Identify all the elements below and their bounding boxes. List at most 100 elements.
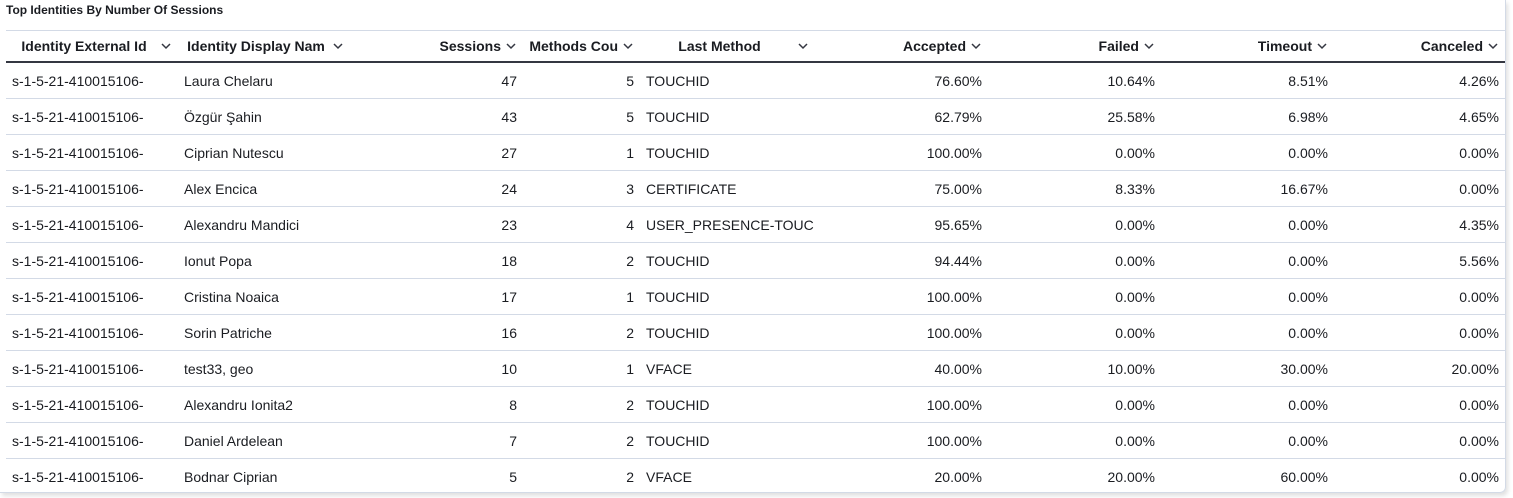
table-cell: 7 [350,422,523,459]
sort-icon[interactable] [622,40,634,52]
table-row: s-1-5-21-410015106- Özgür Şahin 43 5 TOUCHID… [6,98,1505,135]
table-cell: 0.00% [1334,134,1505,171]
table-cell: s-1-5-21-410015106- [6,458,178,492]
table-row: s-1-5-21-410015106- Alexandru Mandici 23 4 U… [6,206,1505,243]
table-cell: 20.00% [1334,350,1505,387]
column-title: Sessions [439,38,501,54]
table-cell: s-1-5-21-410015106- [6,62,178,99]
column-header[interactable]: Methods Cou [523,30,640,63]
table-row: s-1-5-21-410015106- Bodnar Ciprian 5 2 VFACE… [6,458,1505,492]
sort-icon[interactable] [332,40,344,52]
header-row: Identity External Id Identity Display Nam… [6,30,1505,63]
table-cell: 100.00% [815,134,988,171]
column-title: Timeout [1257,38,1312,54]
table-cell: 95.65% [815,206,988,243]
table-cell: s-1-5-21-410015106- [6,242,178,279]
table-cell: 0.00% [1161,314,1334,351]
column-header[interactable]: Timeout [1161,30,1334,63]
table-cell: 43 [350,98,523,135]
sort-icon[interactable] [160,40,172,52]
table-cell: CERTIFICATE [640,170,815,207]
table-cell: 20.00% [988,458,1161,492]
table-cell: 4.35% [1334,206,1505,243]
column-header[interactable]: Identity External Id [6,30,178,63]
table-cell: 0.00% [1334,422,1505,459]
table-cell: Daniel Ardelean [178,422,350,459]
table-cell: 8 [350,386,523,423]
table-cell: TOUCHID [640,314,815,351]
table-cell: 17 [350,278,523,315]
table-cell: 0.00% [988,422,1161,459]
table-cell: VFACE [640,458,815,492]
column-title: Canceled [1420,38,1483,54]
table-cell: Alexandru Ionita2 [178,386,350,423]
table-cell: Ionut Popa [178,242,350,279]
column-title: Identity Display Nam [187,38,325,54]
column-header[interactable]: Failed [988,30,1161,63]
table-cell: test33, geo [178,350,350,387]
table-cell: 2 [523,458,640,492]
table-row: s-1-5-21-410015106- Ionut Popa 18 2 TOUCHID 9… [6,242,1505,279]
column-header[interactable]: Identity Display Nam [178,30,350,63]
sort-icon[interactable] [970,40,982,52]
table-cell: s-1-5-21-410015106- [6,350,178,387]
table-row: s-1-5-21-410015106- Alexandru Ionita2 8 2 TO… [6,386,1505,423]
column-header[interactable]: Sessions [350,30,523,63]
table-cell: 3 [523,170,640,207]
sort-icon[interactable] [1143,40,1155,52]
table-row: s-1-5-21-410015106- Cristina Noaica 17 1 TOU… [6,278,1505,315]
table-row: s-1-5-21-410015106- Daniel Ardelean 7 2 TOUC… [6,422,1505,459]
column-title: Identity External Id [21,38,147,54]
table-cell: 94.44% [815,242,988,279]
sort-icon[interactable] [1487,40,1499,52]
table-cell: s-1-5-21-410015106- [6,206,178,243]
table-body: s-1-5-21-410015106- Laura Chelaru 47 5 TOUCH… [6,62,1505,492]
column-header[interactable]: Last Method [640,30,815,63]
table-cell: 16.67% [1161,170,1334,207]
column-title: Last Method [678,38,761,54]
table-cell: 0.00% [988,134,1161,171]
column-title: Methods Cou [529,38,618,54]
table-cell: 5 [523,62,640,99]
table-cell: 2 [523,386,640,423]
table-cell: 16 [350,314,523,351]
column-title: Failed [1098,38,1139,54]
table-cell: 0.00% [988,386,1161,423]
table-cell: 0.00% [1334,386,1505,423]
table-cell: Laura Chelaru [178,62,350,99]
table-cell: 0.00% [1161,386,1334,423]
table-cell: 0.00% [1334,458,1505,492]
table-cell: 30.00% [1161,350,1334,387]
table-cell: Alex Encica [178,170,350,207]
table-cell: 100.00% [815,314,988,351]
table-cell: s-1-5-21-410015106- [6,386,178,423]
table-cell: Alexandru Mandici [178,206,350,243]
sort-icon[interactable] [505,40,517,52]
table-row: s-1-5-21-410015106- Sorin Patriche 16 2 TOUC… [6,314,1505,351]
sort-icon[interactable] [797,40,809,52]
table-cell: 0.00% [1161,278,1334,315]
column-header[interactable]: Canceled [1334,30,1505,63]
table-cell: Bodnar Ciprian [178,458,350,492]
table-cell: 0.00% [1161,206,1334,243]
table-cell: Özgür Şahin [178,98,350,135]
table-cell: 10.00% [988,350,1161,387]
table-cell: 10 [350,350,523,387]
table-cell: s-1-5-21-410015106- [6,422,178,459]
table-cell: 20.00% [815,458,988,492]
table-cell: 62.79% [815,98,988,135]
table-cell: 0.00% [1161,242,1334,279]
table-cell: 8.33% [988,170,1161,207]
table-cell: 25.58% [988,98,1161,135]
table-row: s-1-5-21-410015106- Laura Chelaru 47 5 TOUCH… [6,62,1505,99]
table-cell: 100.00% [815,386,988,423]
sort-icon[interactable] [1316,40,1328,52]
table-cell: 1 [523,278,640,315]
table-cell: TOUCHID [640,242,815,279]
table-cell: VFACE [640,350,815,387]
table-cell: TOUCHID [640,422,815,459]
column-header[interactable]: Accepted [815,30,988,63]
table-cell: 6.98% [1161,98,1334,135]
table-cell: 4.26% [1334,62,1505,99]
